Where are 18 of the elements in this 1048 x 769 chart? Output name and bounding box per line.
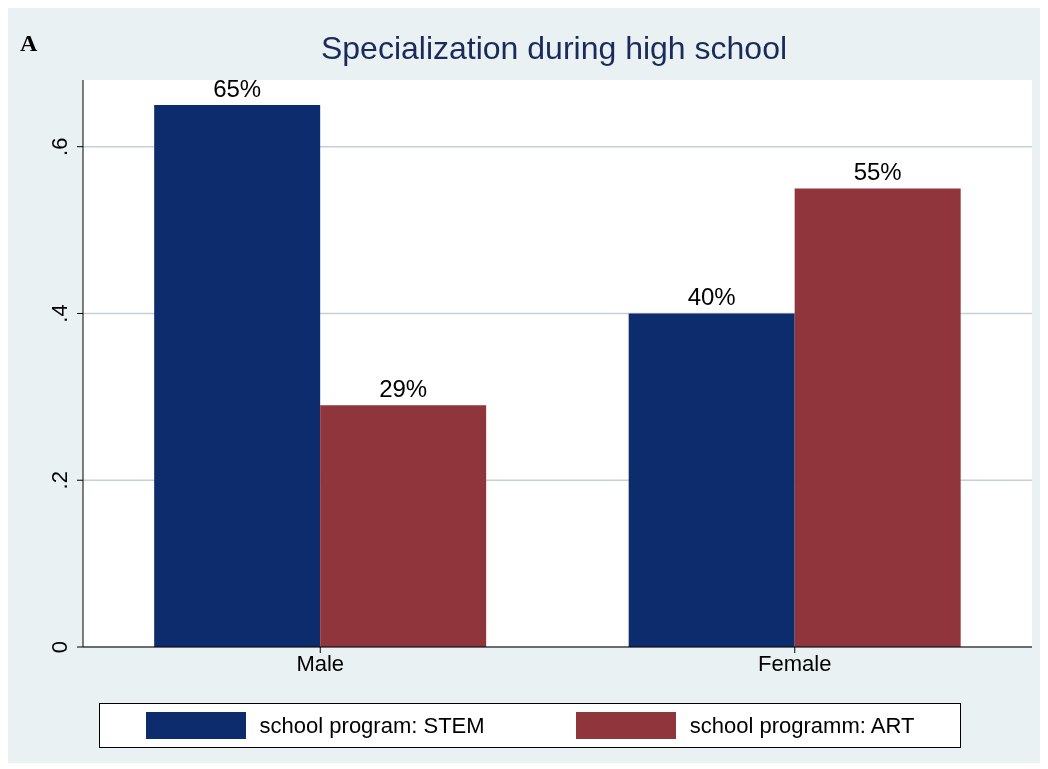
bar	[154, 105, 321, 647]
data-label: 55%	[853, 158, 902, 186]
x-tick-label: Male	[296, 650, 345, 676]
data-label: 65%	[213, 75, 262, 103]
bar	[628, 313, 795, 647]
legend-label: school programm: ART	[689, 712, 915, 739]
y-tick-label: .2	[47, 471, 72, 490]
bar	[794, 188, 961, 647]
data-label: 40%	[687, 283, 736, 311]
bar	[320, 405, 487, 647]
text: A	[20, 30, 38, 57]
x-tick-label: Female	[758, 650, 832, 676]
data-label: 29%	[379, 375, 428, 403]
y-tick-label: 0	[47, 640, 72, 654]
chart-title: Specialization during high school	[320, 30, 788, 66]
legend-label: school program: STEM	[259, 712, 485, 739]
y-tick-label: .4	[47, 304, 72, 323]
y-tick-label: .6	[47, 137, 72, 156]
